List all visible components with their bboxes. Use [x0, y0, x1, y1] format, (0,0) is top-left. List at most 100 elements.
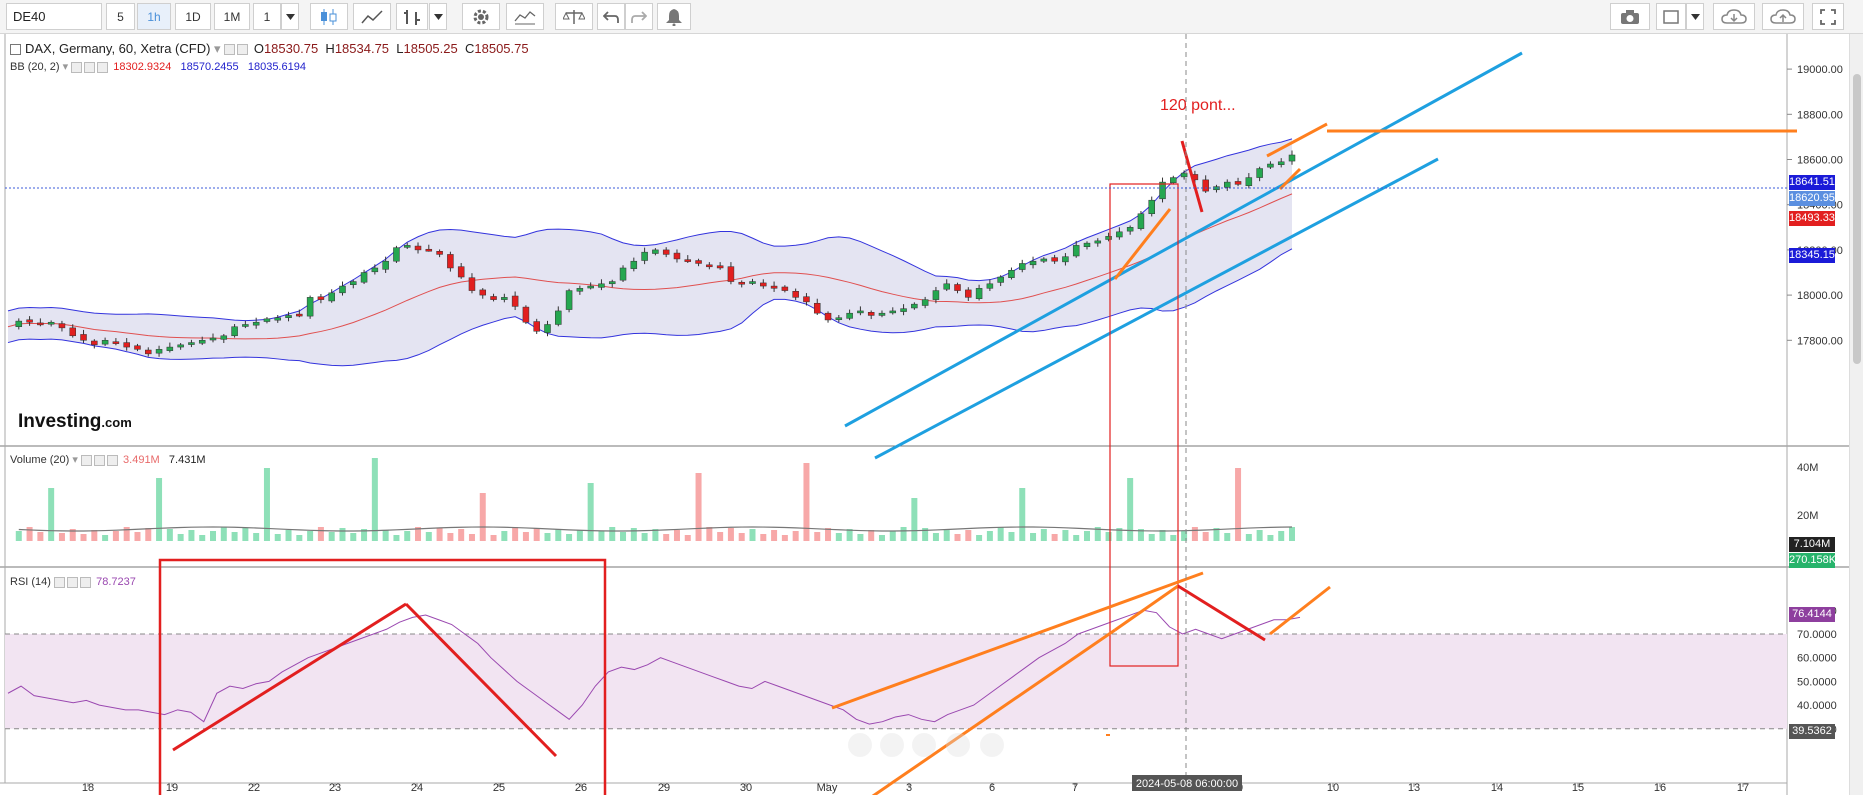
bb-settings-icon[interactable] [71, 61, 83, 73]
candle-body [1256, 168, 1263, 178]
layout-dropdown[interactable] [1686, 3, 1704, 30]
rsi-fall-line [404, 602, 558, 758]
volume-bar [274, 534, 281, 541]
volume-bar [609, 527, 616, 541]
layout-icon [1663, 9, 1679, 24]
redo-button[interactable] [625, 3, 653, 30]
rsi-close-icon[interactable] [80, 576, 92, 588]
alert-button[interactable] [657, 3, 691, 30]
bb-fill [8, 138, 1292, 366]
volume-bar [997, 527, 1004, 541]
volume-bar [663, 534, 670, 541]
volume-close-icon[interactable] [106, 454, 118, 466]
volume-bar [458, 529, 465, 541]
candle-body [738, 281, 745, 285]
candle-body [867, 312, 875, 316]
volume-bar [1137, 529, 1144, 541]
bb-dropdown-icon[interactable]: ▾ [62, 61, 69, 73]
nav-next-icon[interactable] [980, 733, 1004, 757]
undo-button[interactable] [597, 3, 625, 30]
nav-reset-icon[interactable] [912, 733, 936, 757]
candle-body [242, 324, 249, 327]
trend-orange-main[interactable] [1113, 208, 1172, 280]
volume-bar [1170, 535, 1177, 541]
volume-bar [123, 527, 130, 541]
crosshair-date-label: 2024-05-08 06:00:00 [1136, 778, 1238, 790]
volume-bar [1019, 488, 1026, 541]
candle-body [1180, 172, 1188, 178]
interval-custom-button[interactable]: 1 [253, 3, 281, 30]
target-rise-line[interactable] [1266, 122, 1328, 158]
volume-bar [253, 533, 260, 541]
rsi-series-line [7, 609, 1301, 725]
chart-svg[interactable]: 17800.0018000.0018200.0018400.0018600.00… [0, 34, 1863, 798]
volume-hide-icon[interactable] [93, 454, 105, 466]
candle-body [781, 286, 789, 291]
volume-bar [576, 530, 583, 541]
volume-bar [156, 478, 163, 541]
volume-bar [415, 527, 422, 541]
legend-high-label: H [325, 41, 335, 56]
indicators-button[interactable] [506, 3, 544, 30]
candle-body [652, 249, 659, 254]
time-tick-label: 15 [1572, 782, 1584, 794]
bb-hide-icon[interactable] [84, 61, 96, 73]
candle-body [134, 345, 141, 350]
legend-dropdown-icon[interactable]: ▾ [214, 41, 221, 56]
settings-button[interactable] [462, 3, 500, 30]
symbol-search-input[interactable] [6, 3, 102, 30]
nav-zoom-in-icon[interactable] [946, 733, 970, 757]
interval-1m-button[interactable]: 1M [214, 3, 250, 30]
nav-prev-icon[interactable] [848, 733, 872, 757]
chart-area[interactable]: 17800.0018000.0018200.0018400.0018600.00… [0, 34, 1863, 798]
cloud-load-button[interactable] [1713, 3, 1755, 30]
nav-zoom-out-icon[interactable] [880, 733, 904, 757]
time-tick-label: 16 [1654, 782, 1666, 794]
volume-tick-label: 40M [1797, 462, 1818, 474]
vertical-scrollbar[interactable] [1849, 34, 1863, 795]
volume-bar [145, 528, 152, 541]
screenshot-button[interactable] [1610, 3, 1650, 30]
interval-dropdown-button[interactable] [281, 3, 299, 30]
cloud-save-button[interactable] [1762, 3, 1804, 30]
chart-type-dropdown[interactable] [429, 3, 447, 30]
interval-5-button[interactable]: 5 [106, 3, 135, 30]
candle-body [997, 276, 1004, 283]
volume-bar [1127, 478, 1134, 541]
candle-body [393, 247, 400, 262]
volume-bar [382, 530, 389, 541]
interval-1h-button[interactable]: 1h [137, 3, 171, 30]
volume-label: Volume (20) [10, 454, 70, 466]
candle-body [220, 335, 228, 340]
channel-upper-line[interactable] [844, 51, 1523, 428]
rsi-hide-icon[interactable] [67, 576, 79, 588]
legend-close-icon[interactable] [237, 44, 249, 56]
candlestick-type-button[interactable] [310, 3, 348, 30]
candle-body [1029, 260, 1037, 266]
line-chart-button[interactable] [353, 3, 391, 30]
volume-bar [1094, 527, 1101, 541]
time-tick-label: 26 [575, 782, 587, 794]
bb-close-icon[interactable] [97, 61, 109, 73]
candle-body [177, 344, 184, 348]
candle-body [760, 282, 767, 287]
volume-bar [522, 532, 529, 541]
volume-bar [468, 534, 475, 541]
bar-type-button[interactable] [396, 3, 428, 30]
compare-button[interactable] [555, 3, 593, 30]
scrollbar-thumb[interactable] [1853, 74, 1861, 364]
fullscreen-button[interactable] [1812, 3, 1844, 30]
volume-settings-icon[interactable] [80, 454, 92, 466]
channel-lower-line[interactable] [874, 157, 1439, 460]
target-short-line[interactable] [1278, 167, 1302, 191]
volume-dropdown-icon[interactable]: ▾ [72, 454, 78, 466]
rsi-settings-icon[interactable] [54, 576, 66, 588]
volume-bar [533, 528, 540, 541]
candle-body [803, 296, 810, 303]
layout-button[interactable] [1656, 3, 1686, 30]
legend-collapse-icon[interactable] [10, 44, 21, 56]
legend-settings-icon[interactable] [224, 44, 236, 56]
interval-1d-button[interactable]: 1D [175, 3, 211, 30]
volume-bar [803, 463, 810, 541]
nav-overlay[interactable] [848, 733, 1004, 757]
